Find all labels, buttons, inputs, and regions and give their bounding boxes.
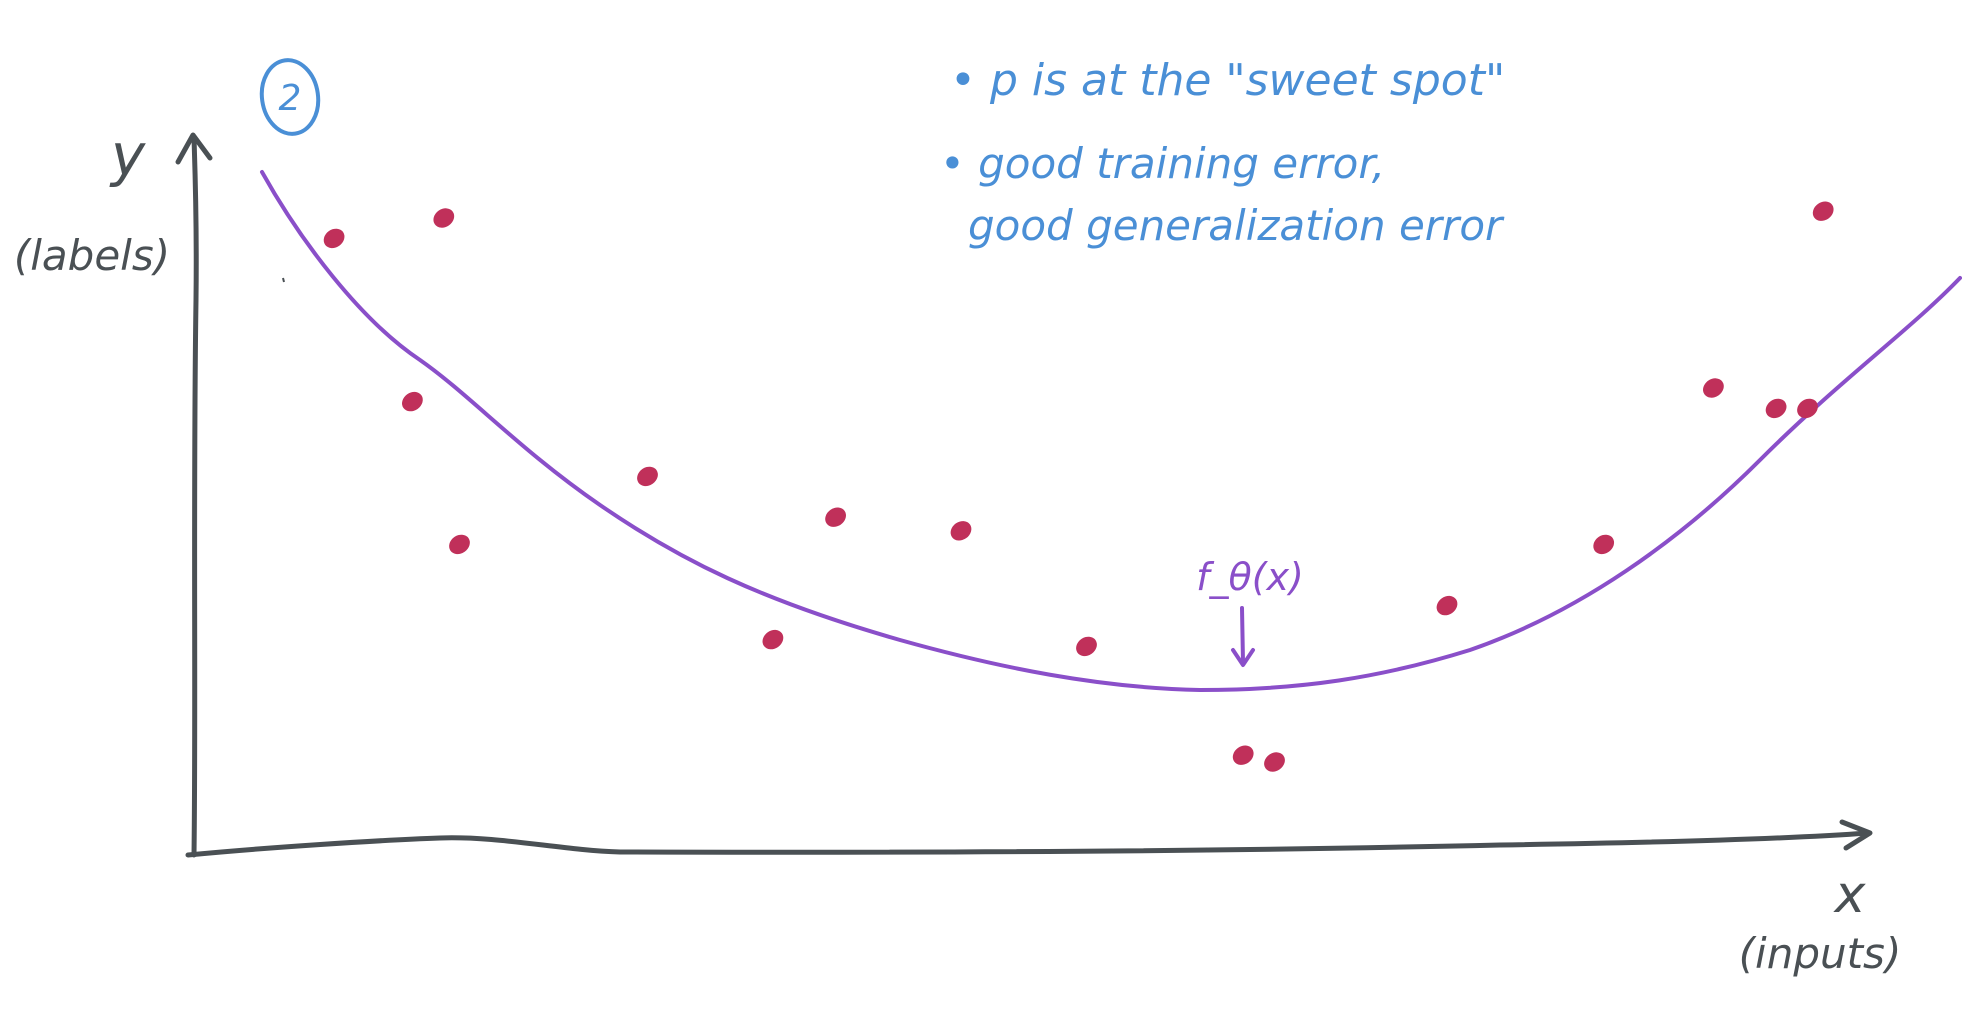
data-point: [762, 629, 784, 650]
data-point: [1264, 752, 1285, 772]
y-axis-sublabel: (labels): [14, 231, 170, 280]
x-axis-label: x: [1833, 865, 1867, 925]
curve-label: f_θ(x): [1196, 555, 1304, 599]
data-point: [449, 534, 470, 555]
data-point: [1812, 201, 1834, 221]
data-points: [323, 201, 1834, 772]
data-point: [1797, 398, 1818, 419]
note-line-3: good generalization error: [968, 201, 1505, 250]
note-line-1: • p is at the "sweet spot": [950, 55, 1505, 106]
panel-number: 2: [279, 78, 302, 119]
data-point: [1076, 636, 1097, 657]
data-point: [433, 208, 455, 228]
data-point: [950, 521, 972, 541]
data-point: [1436, 595, 1458, 616]
x-axis-sublabel: (inputs): [1739, 929, 1902, 978]
data-point: [1703, 378, 1724, 398]
stray-mark: [282, 277, 285, 283]
y-axis: [175, 132, 213, 858]
data-point: [1593, 534, 1615, 555]
panel-number-badge: 2: [259, 58, 321, 136]
y-axis-label: y: [109, 121, 146, 189]
curve-label-arrow: [1231, 606, 1255, 667]
data-point: [323, 228, 345, 249]
data-point: [402, 391, 423, 412]
data-point: [1232, 745, 1254, 765]
data-point: [637, 466, 658, 487]
data-point: [825, 507, 846, 527]
note-line-2: • good training error,: [940, 139, 1385, 188]
x-axis: [185, 819, 1873, 858]
data-point: [1765, 398, 1787, 419]
fitted-curve: [260, 170, 1962, 693]
